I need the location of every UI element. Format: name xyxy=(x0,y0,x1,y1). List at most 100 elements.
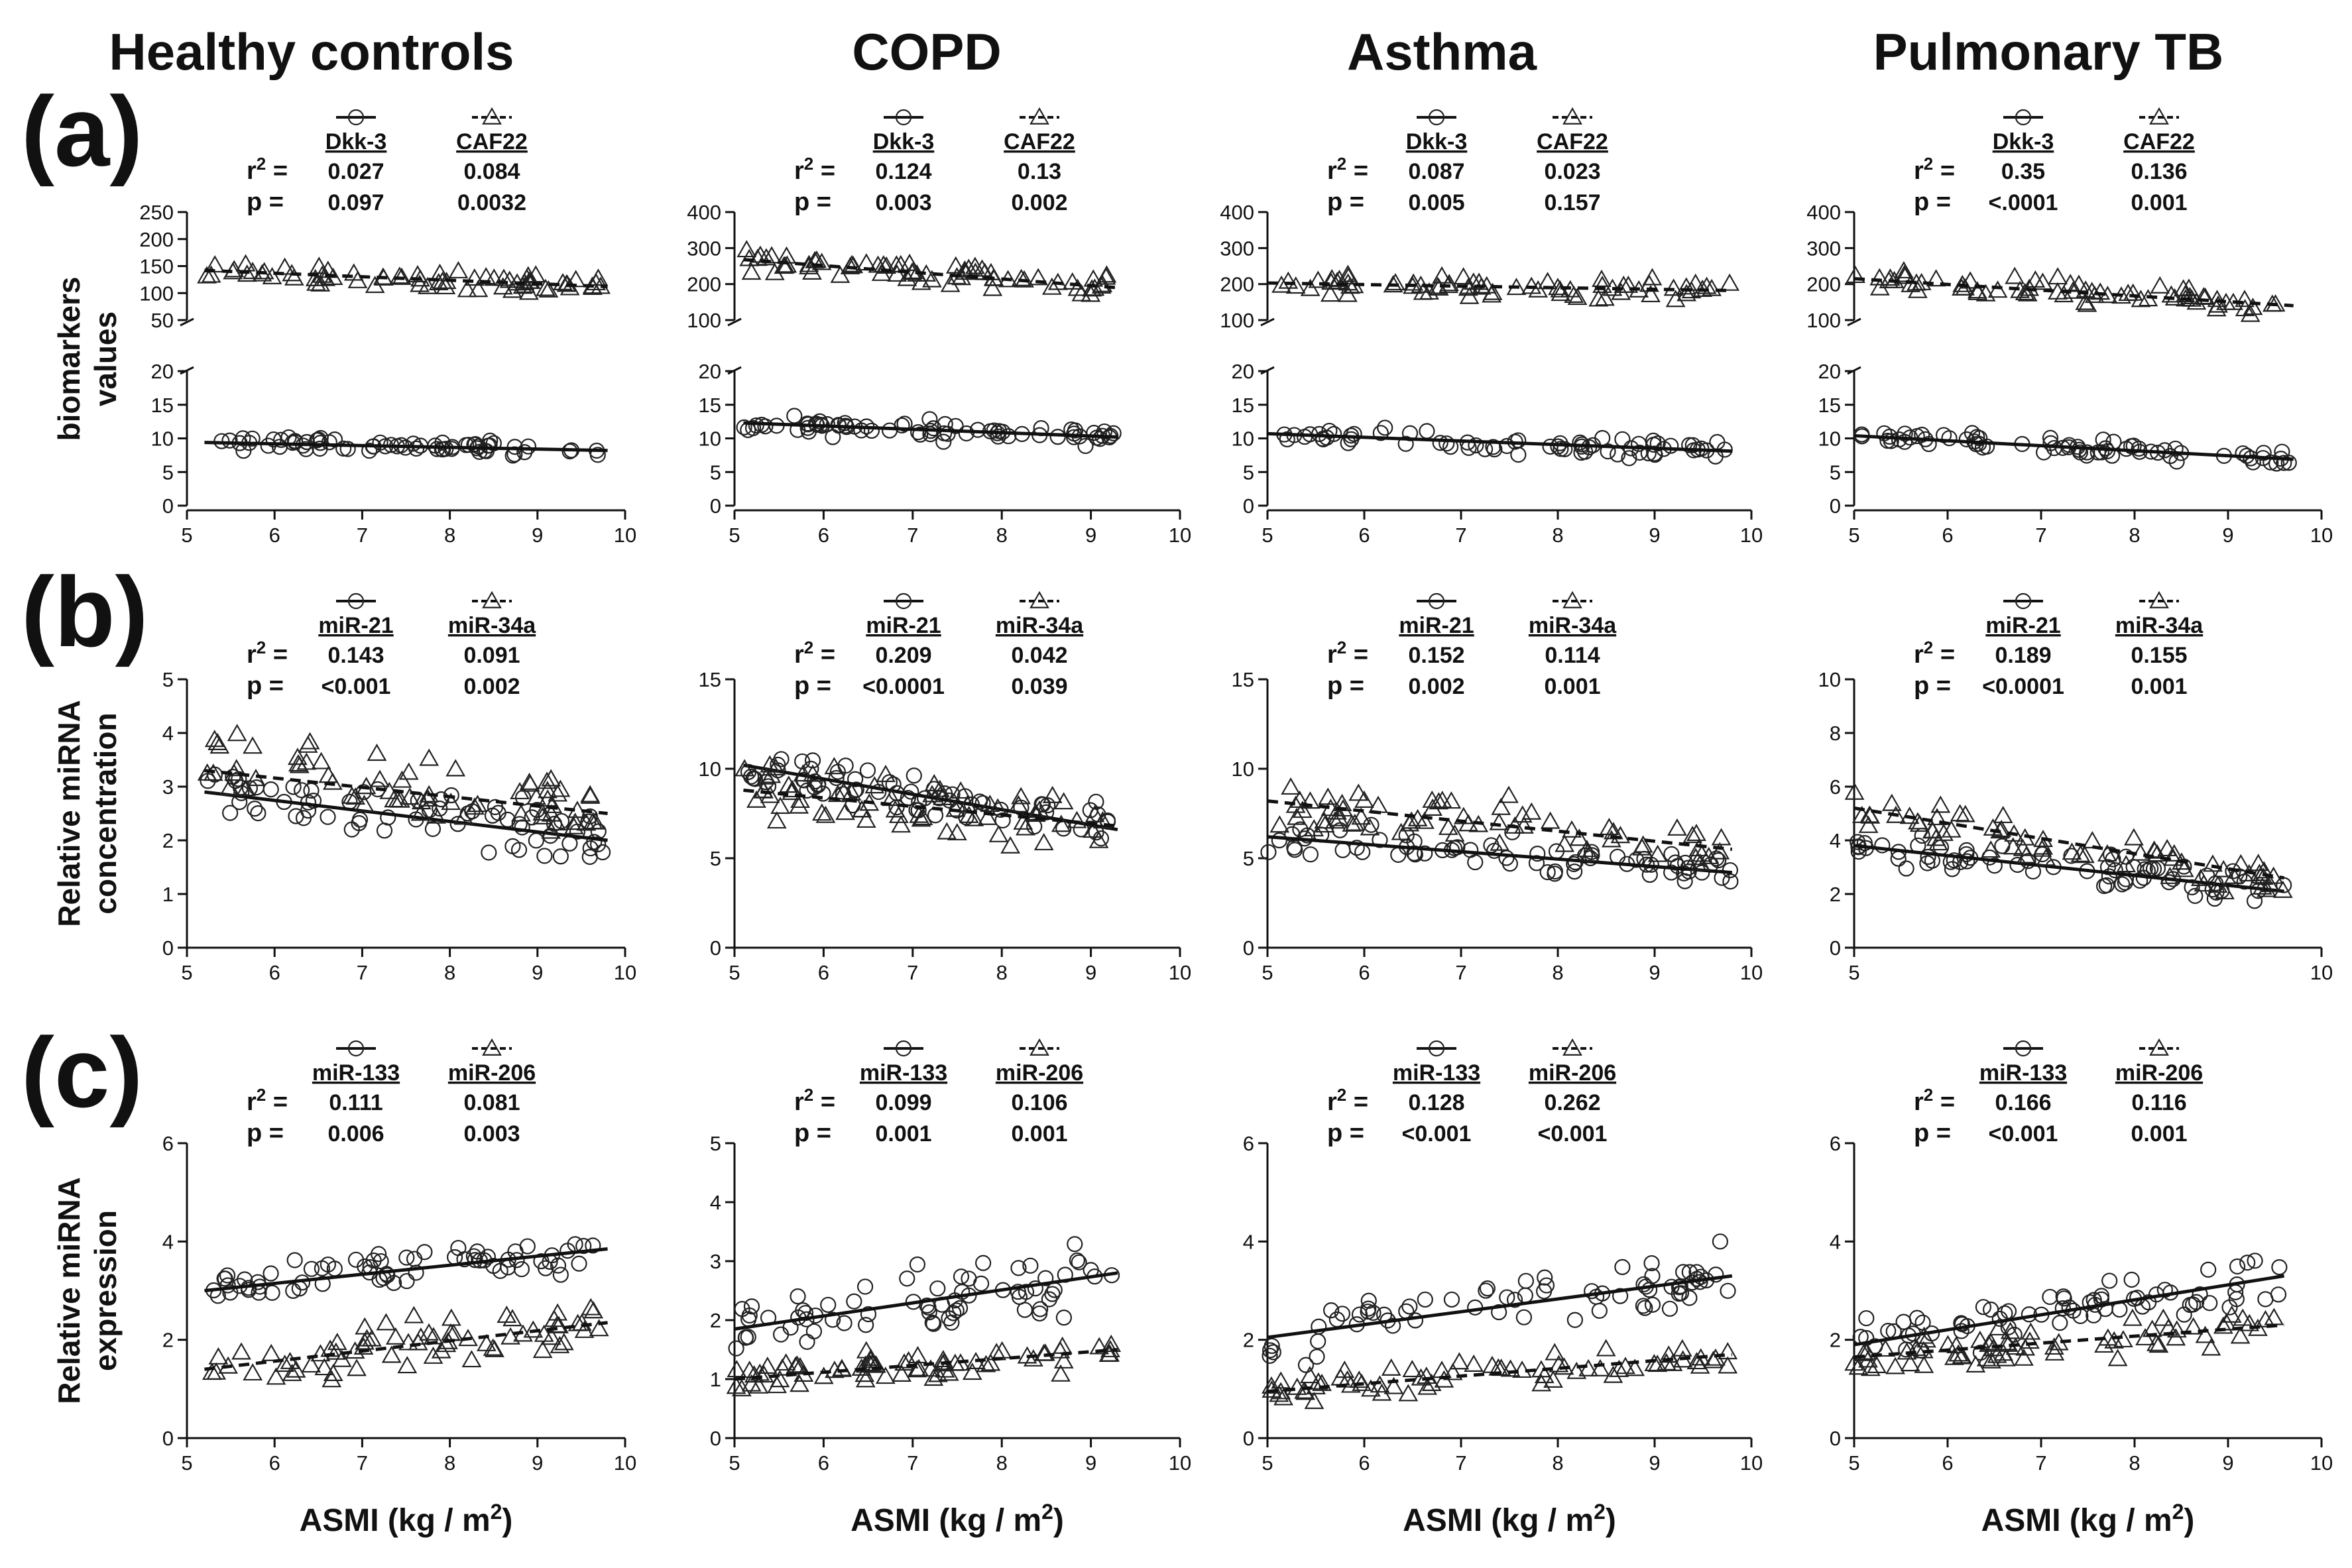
data-point xyxy=(741,1307,758,1324)
data-point xyxy=(1539,864,1556,881)
data-point xyxy=(2124,828,2144,846)
data-point xyxy=(1710,852,1727,869)
data-point xyxy=(842,254,862,272)
data-point xyxy=(910,424,927,441)
data-point xyxy=(2105,851,2121,868)
y-axis-title: Relative miRNA xyxy=(52,1177,86,1404)
data-point xyxy=(774,256,794,274)
data-point xyxy=(476,266,497,285)
data-point xyxy=(1907,1338,1926,1357)
data-point xyxy=(400,787,420,805)
data-point xyxy=(811,803,832,821)
data-point xyxy=(764,262,785,280)
data-point xyxy=(1321,422,1338,439)
data-point xyxy=(512,276,533,294)
data-point xyxy=(1071,1254,1087,1270)
r2-equals: = xyxy=(813,641,835,669)
data-point xyxy=(744,1365,764,1383)
x-axis-title-superscript: 2 xyxy=(1041,1500,1053,1524)
data-point xyxy=(355,784,372,801)
fit-line xyxy=(1853,1323,2284,1359)
data-point xyxy=(2257,879,2276,897)
axis-break xyxy=(727,366,742,375)
data-point xyxy=(370,769,390,787)
fit-line xyxy=(204,790,608,842)
y-tick-label: 15 xyxy=(1232,668,1254,691)
data-point xyxy=(1323,1302,1340,1319)
data-point xyxy=(736,419,752,435)
y-tick-label: 6 xyxy=(1830,1132,1841,1155)
data-point xyxy=(743,768,760,785)
data-point xyxy=(1264,1337,1280,1355)
y-tick-label: 8 xyxy=(1830,722,1841,745)
data-point xyxy=(461,1350,482,1368)
p-label: p = xyxy=(794,1119,831,1147)
data-point xyxy=(1482,282,1503,300)
legend-label: miR-34a xyxy=(1529,613,1617,638)
r2-superscript: 2 xyxy=(257,638,266,657)
data-point xyxy=(1262,1376,1281,1394)
data-point xyxy=(994,812,1011,829)
data-point xyxy=(866,1355,886,1373)
data-point xyxy=(466,436,483,453)
data-point xyxy=(1384,1317,1401,1334)
data-point xyxy=(1537,1269,1553,1286)
data-point xyxy=(1069,1252,1086,1269)
p-value: 0.157 xyxy=(1544,190,1600,215)
data-point xyxy=(1051,814,1071,832)
data-point xyxy=(448,260,469,279)
data-point xyxy=(1614,275,1634,293)
data-point xyxy=(2135,1327,2155,1346)
data-point xyxy=(1649,435,1666,452)
data-point xyxy=(1401,811,1422,829)
data-point xyxy=(2000,1303,2017,1319)
data-point xyxy=(1092,830,1110,847)
y-tick-label: 20 xyxy=(151,360,174,383)
r2-label: r2 = xyxy=(794,1085,835,1116)
data-point xyxy=(2188,1294,2205,1310)
fit-line xyxy=(1853,844,2284,893)
y-tick-label: 5 xyxy=(162,461,174,484)
fit-line xyxy=(734,1348,1118,1381)
data-point xyxy=(1055,1310,1073,1326)
p-value: 0.002 xyxy=(463,674,520,699)
data-point xyxy=(909,1256,926,1273)
data-point xyxy=(735,759,755,777)
data-point xyxy=(1595,288,1615,306)
data-point xyxy=(419,748,440,766)
data-point xyxy=(1067,1236,1083,1253)
data-point xyxy=(976,1355,996,1372)
data-point xyxy=(2052,1315,2068,1331)
data-point xyxy=(1514,816,1534,834)
row-label: (a) xyxy=(21,76,143,187)
data-point xyxy=(790,1374,809,1392)
fit-line xyxy=(734,1271,1118,1331)
legend-label: Dkk-3 xyxy=(325,129,387,154)
data-point xyxy=(314,1276,331,1292)
legend-label: miR-21 xyxy=(1985,613,2060,638)
data-point xyxy=(1308,270,1328,288)
data-point xyxy=(1438,817,1458,835)
data-point xyxy=(1686,823,1706,842)
chart-a-tb: r2 = p = Dkk-3 0.35 <.0001 CAF22 0.136 0.001 5 6 7… xyxy=(1806,107,2333,547)
x-axis-title: ASMI (kg / m2) xyxy=(1981,1500,2195,1538)
x-tick-label: 10 xyxy=(1740,524,1763,547)
data-point xyxy=(1092,274,1113,292)
x-tick-label: 9 xyxy=(1649,961,1660,984)
data-point xyxy=(1407,1312,1424,1329)
data-point xyxy=(327,1332,347,1351)
data-point xyxy=(404,1306,424,1323)
data-point xyxy=(430,263,450,281)
data-point xyxy=(585,812,605,830)
data-point xyxy=(243,736,263,754)
x-axis-title-superscript: 2 xyxy=(2172,1500,2184,1524)
data-point xyxy=(1720,1282,1736,1299)
y-tick-label: 300 xyxy=(1220,237,1254,260)
data-point xyxy=(347,1359,367,1376)
data-point xyxy=(1013,812,1033,830)
y-tick-label: 0 xyxy=(1830,936,1841,960)
data-point xyxy=(2113,1329,2133,1348)
p-value: 0.003 xyxy=(463,1121,520,1147)
data-point xyxy=(2147,844,2168,862)
data-point xyxy=(756,767,777,785)
